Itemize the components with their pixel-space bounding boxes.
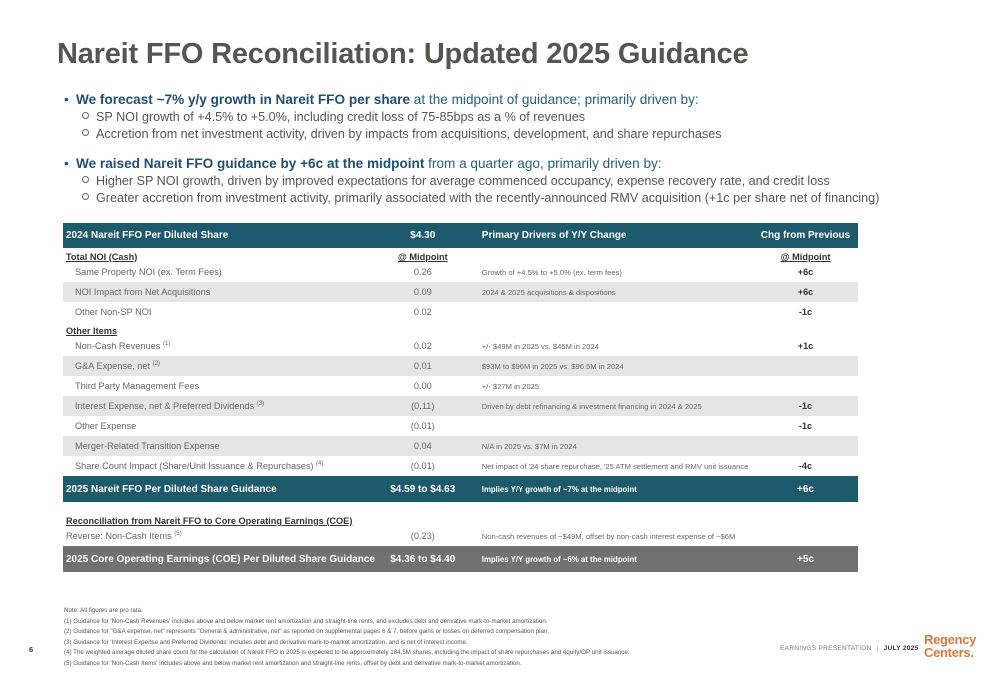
section-coe-reconciliation: Reconciliation from Nareit FFO to Core O… — [66, 516, 353, 526]
reconciliation-table: 2024 Nareit FFO Per Diluted Share $4.30 … — [63, 223, 858, 572]
sub-bullet: Accretion from net investment activity, … — [64, 126, 964, 143]
bullet-raised: • We raised Nareit FFO guidance by +6c at… — [64, 156, 662, 171]
bullet-forecast: • We forecast ~7% y/y growth in Nareit FF… — [64, 92, 699, 107]
guidance-row: 2025 Nareit FFO Per Diluted Share Guidan… — [63, 476, 858, 502]
table-row: NOI Impact from Net Acquisitions 0.09 2024… — [63, 282, 858, 302]
summary-bullets: • We forecast ~7% y/y growth in Nareit FF… — [64, 91, 964, 207]
regency-centers-logo: Regency Centers. — [924, 632, 977, 660]
table-row: Other Expense (0.01) -1c — [75, 421, 813, 431]
footnotes: Note: All figures are pro rata. (1) Guid… — [64, 607, 630, 667]
table-row: Same Property NOI (ex. Term Fees) 0.26 Gro… — [75, 267, 814, 277]
sub-bullet: Higher SP NOI growth, driven by improved… — [64, 173, 964, 190]
bullet-forecast-bold: We forecast ~7% y/y growth in Nareit FFO… — [76, 92, 411, 107]
page-number: 6 — [29, 645, 34, 654]
sub-bullet: Greater accretion from investment activi… — [64, 190, 964, 207]
table-row: Interest Expense, net & Preferred Divide… — [63, 396, 858, 416]
section-total-noi: Total NOI (Cash) @ Midpoint @ Midpoint — [66, 252, 831, 262]
table-row: Reverse: Non-Cash Items (5) (0.23) Non-cas… — [66, 531, 736, 541]
table-row: Third Party Management Fees 0.00 +/- $27M … — [75, 381, 539, 391]
bullet-raised-rest: from a quarter ago, primarily driven by: — [424, 156, 662, 171]
table-row: G&A Expense, net (2) 0.01 $93M to $96M in … — [63, 356, 858, 376]
page-title: Nareit FFO Reconciliation: Updated 2025 … — [57, 38, 749, 70]
coe-guidance-row: 2025 Core Operating Earnings (COE) Per D… — [63, 546, 858, 572]
footer-label: EARNINGS PRESENTATION | JULY 2025 — [780, 645, 919, 652]
sub-bullet: SP NOI growth of +4.5% to +5.0%, includi… — [64, 109, 964, 126]
table-header: 2024 Nareit FFO Per Diluted Share $4.30 … — [63, 223, 858, 248]
table-row: Share Count Impact (Share/Unit Issuance … — [75, 461, 813, 471]
bullet-forecast-rest: at the midpoint of guidance; primarily d… — [410, 92, 699, 107]
table-row: Merger-Related Transition Expense 0.04 N/A… — [63, 436, 858, 456]
section-other-items: Other Items — [66, 326, 118, 336]
table-row: Other Non-SP NOI 0.02 -1c — [75, 307, 813, 317]
table-row: Non-Cash Revenues (1) 0.02 +/- $49M in 202… — [75, 341, 814, 351]
bullet-raised-bold: We raised Nareit FFO guidance by +6c at … — [76, 156, 425, 171]
